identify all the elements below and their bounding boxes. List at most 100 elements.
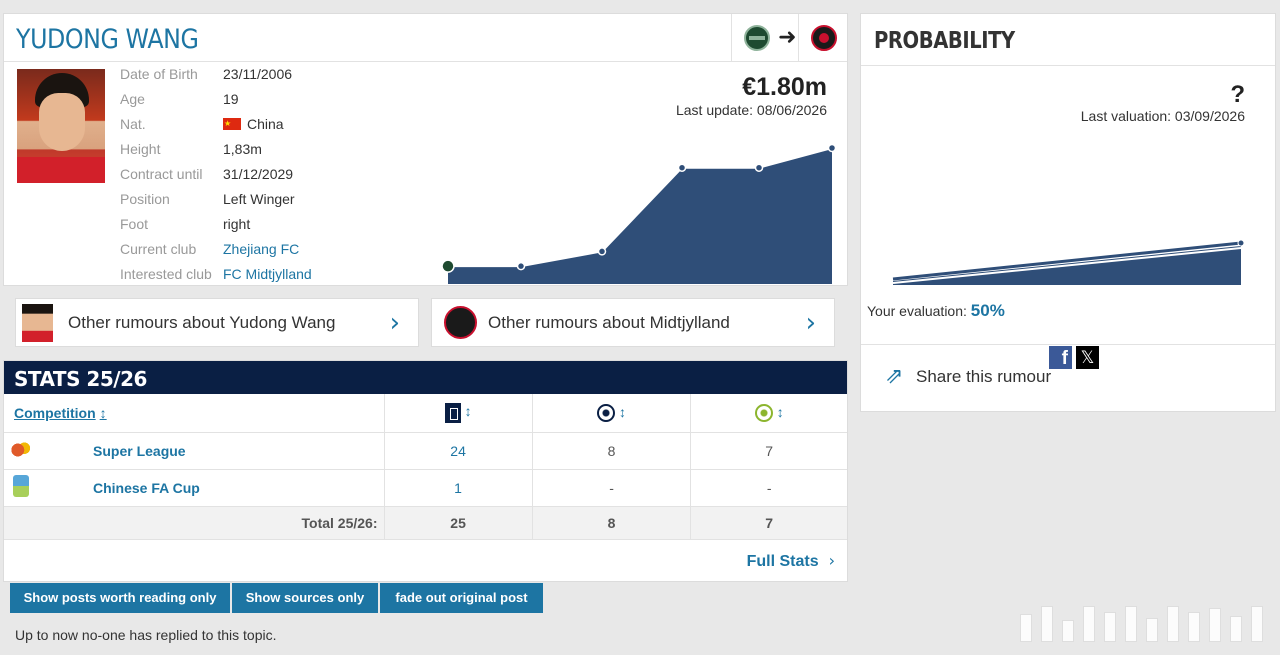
chevron-right-icon: ›	[805, 308, 816, 338]
midtjylland-logo-icon	[444, 306, 477, 339]
market-value-point[interactable]	[677, 163, 687, 172]
total-label: Total 25/26:	[4, 506, 385, 540]
other-rumours-player-link[interactable]: Other rumours about Yudong Wang ›	[15, 298, 419, 347]
competition-header[interactable]: Competition ↕	[4, 394, 385, 433]
info-label: Foot	[120, 216, 149, 232]
probability-point	[1237, 239, 1245, 247]
full-stats-label: Full Stats	[746, 553, 819, 570]
competition-cell: Chinese FA Cup	[4, 469, 385, 507]
goals-header[interactable]: ↕	[532, 394, 692, 433]
info-label: Age	[120, 91, 145, 107]
share-rumour-button[interactable]: ⇗ Share this rumour	[885, 363, 1052, 388]
nationality-text: China	[247, 116, 284, 132]
assists-cell: 7	[690, 432, 847, 470]
chevron-right-icon: ›	[389, 308, 400, 338]
info-label: Contract until	[120, 166, 203, 182]
info-row-age: Age 19	[120, 90, 312, 115]
stats-title: STATS 25/26	[4, 361, 847, 394]
market-value: €1.80m	[742, 73, 827, 101]
probability-value: ?	[1230, 81, 1245, 108]
midtjylland-club-logo-icon[interactable]	[811, 25, 837, 51]
total-apps: 25	[384, 506, 533, 540]
show-sources-only-button[interactable]: Show sources only	[232, 583, 378, 613]
info-label: Position	[120, 191, 170, 207]
player-card-header: YUDONG WANG ➜	[4, 14, 847, 62]
info-row-interested-club: Interested club FC Midtjylland	[120, 265, 312, 290]
info-value: right	[223, 216, 251, 232]
probability-chart	[892, 239, 1245, 285]
info-label: Interested club	[120, 266, 212, 282]
table-row: Chinese FA Cup 1 - -	[4, 469, 847, 507]
market-value-last-update: Last update: 08/06/2026	[675, 102, 827, 118]
market-value-point[interactable]	[754, 163, 764, 172]
info-label: Current club	[120, 241, 197, 257]
market-value-point-club-logo[interactable]	[441, 259, 455, 273]
total-assists: 7	[690, 506, 847, 540]
other-rumours-club-link[interactable]: Other rumours about Midtjylland ›	[431, 298, 835, 347]
watermark	[1020, 600, 1270, 642]
divider	[798, 14, 799, 62]
info-label: Height	[120, 141, 161, 157]
share-icon: ⇗	[885, 363, 904, 388]
probability-card: PROBABILITY ? Last valuation: 03/09/2026…	[860, 13, 1276, 412]
your-evaluation: Your evaluation: 50%	[867, 301, 1005, 321]
arrow-right-icon: ➜	[778, 24, 797, 49]
share-label: Share this rumour	[916, 367, 1052, 386]
last-valuation: Last valuation: 03/09/2026	[1080, 108, 1245, 124]
info-row-contract: Contract until 31/12/2029	[120, 165, 312, 190]
appearances-cell[interactable]: 24	[384, 432, 533, 470]
total-row: Total 25/26: 25 8 7	[4, 506, 847, 540]
super-league-logo-icon	[9, 440, 31, 459]
market-value-line	[448, 147, 833, 268]
assists-cell: -	[690, 469, 847, 507]
divider	[861, 344, 1275, 345]
probability-header: PROBABILITY	[861, 14, 1275, 66]
player-card: YUDONG WANG ➜ Date of Birth 23/11/2006 Ag…	[3, 13, 848, 286]
fade-out-original-post-button[interactable]: fade out original post	[380, 583, 543, 613]
goals-cell: 8	[532, 432, 692, 470]
info-value: 23/11/2006	[223, 66, 293, 82]
assists-header[interactable]: ↕	[690, 394, 847, 433]
sort-icon: ↕	[619, 403, 627, 420]
competition-link[interactable]: Super League	[93, 442, 186, 459]
other-rumours-player-label: Other rumours about Yudong Wang	[68, 313, 336, 332]
assists-ball-icon	[754, 403, 773, 422]
sort-icon: ↕	[99, 404, 107, 421]
appearances-cell[interactable]: 1	[384, 469, 533, 507]
other-rumours-club-label: Other rumours about Midtjylland	[488, 313, 730, 332]
zhejiang-club-logo-icon[interactable]	[744, 25, 770, 51]
competition-header-label: Competition	[14, 404, 96, 421]
info-row-dob: Date of Birth 23/11/2006	[120, 65, 312, 90]
appearances-header[interactable]: ↕	[384, 394, 533, 433]
info-row-height: Height 1,83m	[120, 140, 312, 165]
stats-table: Competition ↕ ↕ ↕ ↕ Super League 24 8 7 C…	[4, 394, 847, 540]
show-posts-worth-reading-button[interactable]: Show posts worth reading only	[10, 583, 230, 613]
your-evaluation-label: Your evaluation:	[867, 303, 967, 319]
stats-header-row: Competition ↕ ↕ ↕ ↕	[4, 394, 847, 433]
goals-ball-icon	[597, 403, 616, 422]
info-row-foot: Foot right	[120, 215, 312, 240]
stats-card: STATS 25/26 Competition ↕ ↕ ↕ ↕ Super Lea…	[3, 360, 848, 582]
current-club-link[interactable]: Zhejiang FC	[223, 241, 300, 257]
market-value-point[interactable]	[597, 247, 607, 256]
appearances-pitch-icon	[444, 402, 461, 423]
probability-line-inner	[892, 247, 1242, 284]
sort-icon: ↕	[464, 403, 472, 420]
facebook-icon[interactable]: f	[1049, 346, 1072, 369]
info-row-current-club: Current club Zhejiang FC	[120, 240, 312, 265]
your-evaluation-value: 50%	[970, 301, 1005, 320]
full-stats-link[interactable]: Full Stats ›	[747, 551, 835, 571]
player-photo	[17, 69, 105, 183]
player-thumbnail	[22, 304, 53, 342]
table-row: Super League 24 8 7	[4, 432, 847, 470]
interested-club-link[interactable]: FC Midtjylland	[223, 266, 312, 282]
competition-link[interactable]: Chinese FA Cup	[93, 479, 200, 496]
market-value-point[interactable]	[827, 143, 837, 153]
x-twitter-icon[interactable]: 𝕏	[1076, 346, 1099, 369]
total-goals: 8	[532, 506, 692, 540]
fa-cup-logo-icon	[13, 474, 29, 497]
market-value-point[interactable]	[516, 261, 526, 271]
no-replies-message: Up to now no-one has replied to this top…	[15, 627, 277, 643]
goals-cell: -	[532, 469, 692, 507]
info-label: Date of Birth	[120, 66, 198, 82]
